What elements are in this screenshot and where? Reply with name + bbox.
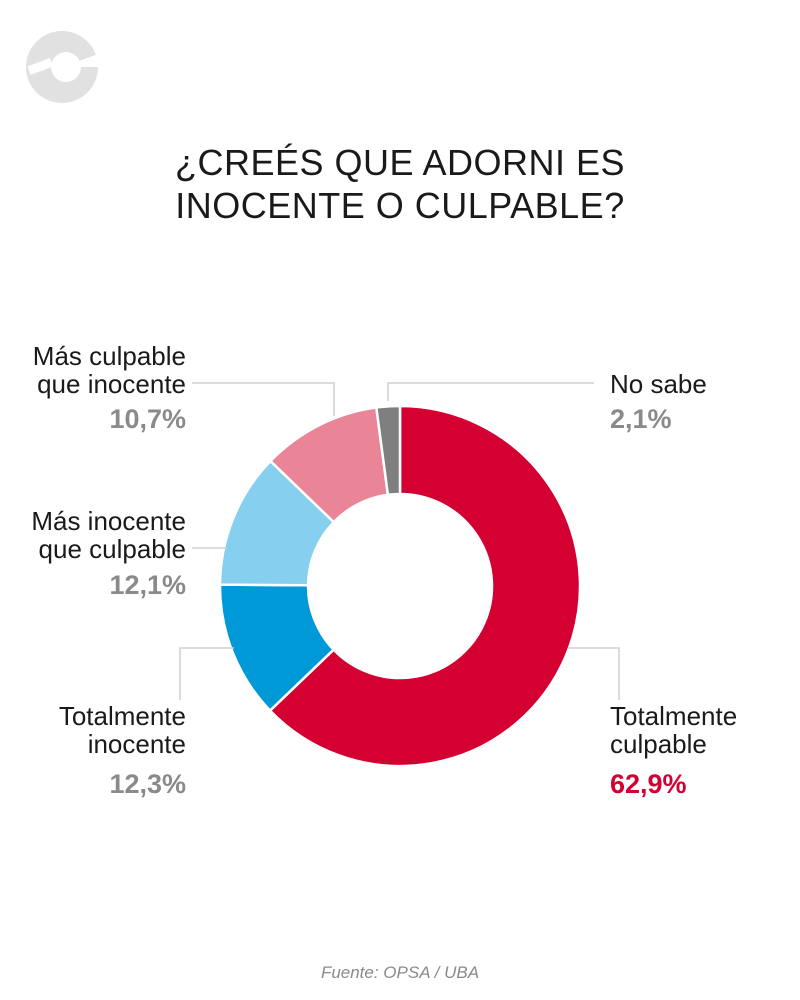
slice-no-sabe xyxy=(374,404,402,497)
label-line: Más culpable xyxy=(33,341,186,371)
label-line: Más inocente xyxy=(31,506,186,536)
value-label-highlight: 62,9% xyxy=(610,769,687,799)
label-no-sabe: No sabe 2,1% xyxy=(610,369,707,434)
leader-totalmente-inocente xyxy=(179,647,234,700)
brand-logo-icon xyxy=(26,31,104,103)
donut-slices xyxy=(218,404,582,768)
leader-totalmente-culpable xyxy=(568,647,620,700)
value-label: 12,3% xyxy=(109,769,186,799)
label-line: culpable xyxy=(610,729,707,759)
label-totalmente-culpable: Totalmente culpable 62,9% xyxy=(610,701,737,799)
label-line: Totalmente xyxy=(610,701,737,731)
label-totalmente-inocente: Totalmente inocente 12,3% xyxy=(59,701,186,799)
label-line: inocente xyxy=(88,729,186,759)
label-mas-culpable-que-inocente: Más culpable que inocente 10,7% xyxy=(33,341,186,434)
chart-title-line-1: ¿CREÉS QUE ADORNI ES xyxy=(175,142,625,183)
label-line: No sabe xyxy=(610,369,707,399)
label-line: que inocente xyxy=(37,369,186,399)
label-line: que culpable xyxy=(39,534,186,564)
chart-title-line-2: INOCENTE O CULPABLE? xyxy=(175,185,624,226)
value-label: 2,1% xyxy=(610,404,672,434)
value-label: 12,1% xyxy=(109,570,186,600)
label-line: Totalmente xyxy=(59,701,186,731)
leader-no-sabe xyxy=(387,382,594,401)
source-note: Fuente: OPSA / UBA xyxy=(321,963,479,982)
leader-mas-culpable xyxy=(192,382,335,416)
label-mas-inocente-que-culpable: Más inocente que culpable 12,1% xyxy=(31,506,186,600)
value-label: 10,7% xyxy=(109,404,186,434)
slice-totalmente-culpable xyxy=(268,404,582,768)
